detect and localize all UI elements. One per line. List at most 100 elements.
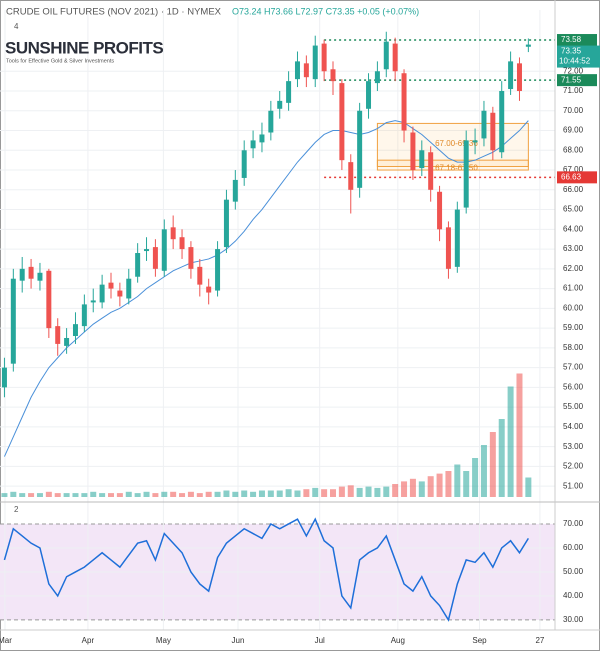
candle-body	[383, 41, 389, 70]
candle-body	[250, 140, 256, 149]
candle-body	[126, 278, 132, 299]
volume-bar	[445, 471, 452, 497]
volume-bar	[480, 445, 487, 497]
y-tick-label: 52.00	[563, 462, 584, 471]
candle-body	[188, 247, 194, 269]
candle-body	[366, 81, 372, 109]
volume-bar	[525, 477, 532, 497]
y-tick-label: 69.00	[563, 126, 584, 135]
y-tick-label: 64.00	[563, 224, 584, 233]
volume-bar	[365, 486, 372, 497]
rsi-line	[3, 517, 529, 622]
volume-bar	[134, 493, 141, 497]
candle-body	[223, 199, 229, 248]
volume-bar	[10, 491, 17, 497]
candle-body	[277, 100, 283, 109]
candle-body	[330, 69, 336, 82]
y-tick-label: 67.00	[563, 165, 584, 174]
y-tick-label: 63.00	[563, 244, 584, 253]
y-tick-label: 58.00	[563, 343, 584, 352]
x-tick-label: Aug	[391, 636, 405, 645]
candle-body	[179, 237, 185, 250]
level-tag	[557, 74, 597, 87]
volume-bar	[54, 493, 61, 497]
volume-bar	[63, 493, 70, 497]
volume-bar	[321, 489, 328, 497]
volume-bar	[205, 491, 212, 497]
x-tick-label: Apr	[82, 636, 95, 645]
candle-body	[55, 326, 61, 344]
candle-body	[321, 43, 327, 72]
rsi-tick-label: 30.00	[563, 615, 584, 624]
candle-body	[259, 134, 265, 143]
ohlc-readout: O73.24 H73.66 L72.97 C73.35 +0.05 (+0.07…	[232, 6, 419, 16]
panel-tag: 4	[14, 22, 19, 31]
rsi-tick-label: 50.00	[563, 567, 584, 576]
volume-bar	[232, 491, 239, 497]
volume-bar	[454, 464, 461, 497]
moving-average	[3, 120, 529, 457]
volume-bar	[125, 491, 132, 497]
level-label: 73.58	[561, 35, 582, 44]
chart-title: CRUDE OIL FUTURES (NOV 2021) · 1D · NYME…	[6, 7, 222, 18]
candle-body	[28, 266, 34, 279]
candle-body	[516, 63, 522, 92]
x-tick-label: May	[156, 636, 171, 645]
candle-body	[72, 324, 78, 337]
candle-body	[419, 150, 425, 169]
candle-body	[463, 140, 469, 208]
volume-bar	[276, 490, 283, 497]
x-tick-label: Sep	[472, 636, 487, 645]
rsi-tick-label: 60.00	[563, 543, 584, 552]
volume-bar	[418, 481, 425, 497]
zone-label: 67.00-69.36	[435, 139, 478, 148]
y-tick-label: 57.00	[563, 363, 584, 372]
candle-body	[10, 278, 16, 364]
volume-bar	[294, 490, 301, 497]
volume-bar	[338, 486, 345, 497]
candle-body	[232, 179, 238, 202]
volume-bar	[427, 476, 434, 497]
candle-body	[454, 209, 460, 267]
candle-body	[144, 249, 150, 252]
volume-bar	[463, 471, 470, 497]
candle-body	[472, 140, 478, 143]
candle-body	[428, 152, 434, 190]
volume-bar	[285, 489, 292, 497]
candle-body	[19, 268, 25, 281]
candle-body	[37, 272, 43, 281]
rsi-tick-label: 70.00	[563, 519, 584, 528]
volume-bar	[108, 493, 114, 497]
y-tick-label: 54.00	[563, 422, 584, 431]
y-tick-label: 51.00	[563, 481, 584, 490]
volume-bar	[489, 432, 496, 497]
candle-body	[99, 284, 105, 303]
y-tick-label: 56.00	[563, 382, 584, 391]
candle-body	[197, 266, 203, 285]
volume-bar	[383, 486, 390, 497]
volume-bar	[409, 478, 416, 497]
rsi-tick-label: 40.00	[563, 591, 584, 600]
volume-bar	[258, 490, 265, 497]
last-price: 73.35	[561, 47, 582, 56]
volume-bar	[401, 481, 408, 497]
candle-body	[410, 132, 416, 171]
y-tick-label: 55.00	[563, 402, 584, 411]
y-tick-label: 71.00	[563, 86, 584, 95]
candle-body	[445, 227, 451, 269]
candle-body	[108, 282, 114, 289]
x-tick-label: Mar	[0, 636, 12, 645]
level-label: 71.55	[561, 75, 582, 84]
candle-body	[152, 247, 158, 269]
last-time: 10:44:52	[559, 57, 591, 66]
candle-body	[348, 162, 354, 190]
y-tick-label: 65.00	[563, 205, 584, 214]
x-tick-label: 27	[535, 636, 544, 645]
volume-bar	[170, 491, 177, 497]
volume-bar	[436, 473, 443, 497]
volume-bar	[214, 491, 221, 497]
y-tick-label: 68.00	[563, 145, 584, 154]
panel-tag: 2	[14, 505, 19, 514]
volume-bar	[223, 490, 230, 497]
